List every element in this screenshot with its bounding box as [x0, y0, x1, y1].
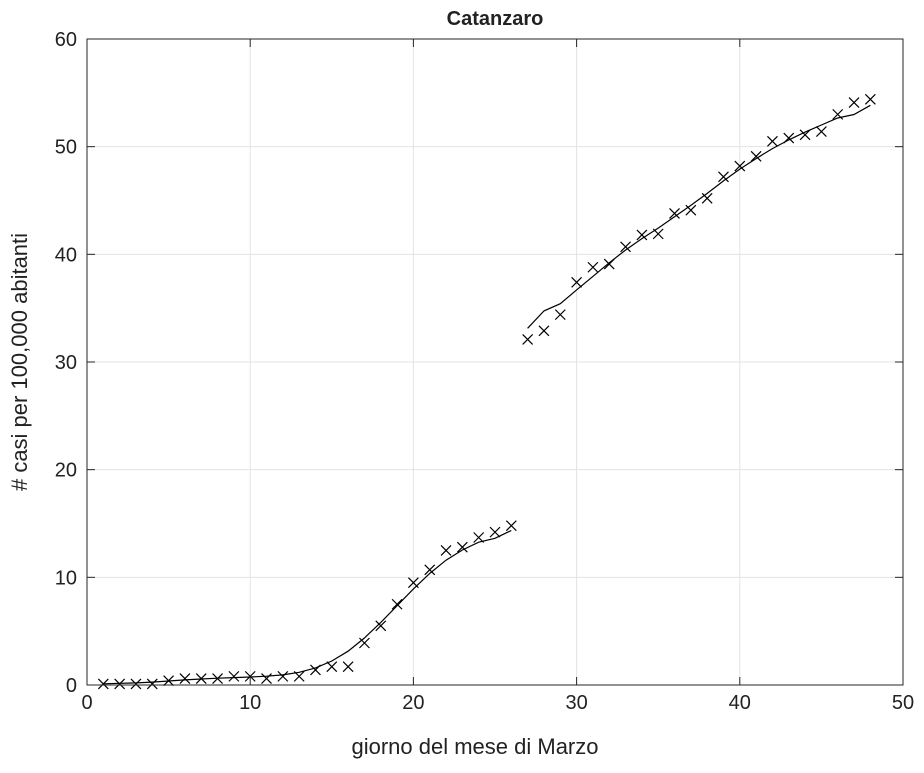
- y-tick-label: 50: [55, 137, 77, 159]
- chart-title: Catanzaro: [447, 8, 544, 30]
- data-point: [440, 544, 452, 556]
- data-point: [277, 670, 289, 682]
- data-point: [587, 261, 599, 273]
- y-axis-label: # casi per 100,000 abitanti: [7, 233, 32, 491]
- data-point: [407, 577, 419, 589]
- data-point: [734, 160, 746, 172]
- y-tick-label: 30: [55, 352, 77, 374]
- data-point: [603, 258, 615, 270]
- data-point: [848, 97, 860, 108]
- x-tick-label: 10: [239, 692, 261, 714]
- y-tick-label: 10: [55, 567, 77, 589]
- data-point: [522, 333, 534, 345]
- fit-line-segment-2: [527, 104, 871, 329]
- data-point: [456, 541, 468, 553]
- data-point: [163, 675, 175, 687]
- data-point: [424, 564, 436, 576]
- data-point: [359, 637, 370, 649]
- data-point: [310, 664, 321, 676]
- data-point: [489, 526, 501, 538]
- x-tick-label: 0: [81, 692, 92, 714]
- data-point: [767, 135, 778, 147]
- x-tick-label: 30: [565, 692, 587, 714]
- y-tick-label: 60: [55, 29, 77, 51]
- data-points: [97, 93, 876, 690]
- data-point: [293, 670, 305, 682]
- fit-line-segment-1: [103, 529, 512, 685]
- x-axis-label: giorno del mese di Marzo: [351, 734, 598, 759]
- y-tick-label: 40: [55, 244, 77, 266]
- data-point: [326, 661, 338, 673]
- y-tick-label: 20: [55, 460, 77, 482]
- data-point: [114, 678, 126, 690]
- data-point: [195, 673, 207, 684]
- data-point: [571, 276, 583, 288]
- data-point: [701, 192, 713, 204]
- data-point: [799, 129, 811, 141]
- data-point: [636, 229, 648, 241]
- data-point: [685, 204, 697, 216]
- x-tick-label: 40: [729, 692, 751, 714]
- data-point: [375, 620, 387, 632]
- x-tick-label: 50: [892, 692, 914, 714]
- data-point: [783, 132, 795, 144]
- data-point: [815, 126, 827, 138]
- data-point: [750, 150, 762, 162]
- data-point: [212, 673, 223, 684]
- data-point: [130, 678, 142, 690]
- ticks: 0 10 20 30 40 50 0 10 20 30 40 50 60: [55, 29, 914, 714]
- data-point: [832, 108, 844, 120]
- data-point: [505, 520, 517, 532]
- data-point: [473, 532, 485, 543]
- data-point: [538, 325, 550, 337]
- y-tick-label: 0: [66, 675, 77, 697]
- data-point: [864, 93, 876, 105]
- data-point: [228, 670, 240, 682]
- data-point: [179, 673, 191, 684]
- data-point: [342, 661, 354, 673]
- data-point: [554, 309, 566, 321]
- data-point: [718, 171, 729, 183]
- x-tick-label: 20: [402, 692, 424, 714]
- data-point: [652, 228, 664, 240]
- data-point: [391, 598, 403, 610]
- fit-lines: [103, 104, 871, 685]
- data-point: [146, 678, 158, 690]
- data-point: [97, 678, 109, 690]
- grid: [86, 38, 904, 686]
- data-point: [261, 673, 272, 684]
- data-point: [244, 670, 256, 682]
- data-point: [620, 241, 631, 253]
- data-point: [669, 207, 680, 219]
